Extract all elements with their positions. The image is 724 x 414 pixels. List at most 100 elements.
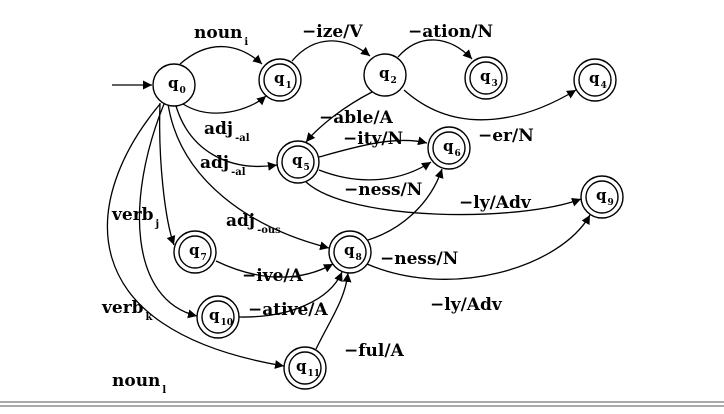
state-subscript: 2: [391, 76, 397, 86]
transition-label: noun l: [112, 371, 166, 396]
label-main: −ful/A: [344, 341, 405, 361]
transition-q7-q8: [215, 260, 334, 278]
state-q8: q8: [328, 230, 372, 274]
transition-q8-q9: [366, 214, 591, 280]
label-main: adj: [204, 119, 233, 139]
state-subscript: 4: [601, 81, 607, 91]
accept-ring: [585, 180, 619, 214]
transition-q0-q7: [159, 102, 176, 246]
transition-label: −ness/N: [344, 180, 422, 200]
state-subscript: 0: [180, 86, 186, 96]
state-subscript: 3: [492, 79, 498, 89]
label-subscript: -al: [231, 167, 246, 178]
state-letter: q: [274, 69, 285, 87]
transition-label: adj -ous: [226, 211, 281, 236]
label-main: −ative/A: [248, 300, 328, 320]
state-label: q3: [480, 67, 498, 89]
state-label: q11: [296, 357, 320, 379]
state-label: q8: [344, 241, 362, 263]
transition-label: −ful/A: [344, 341, 405, 361]
label-main: adj: [200, 153, 229, 173]
transition-q0-q5: [175, 105, 278, 171]
label-subscript: -al: [235, 133, 250, 144]
accept-ring: [288, 351, 322, 385]
transition-label: −ly/Adv: [430, 295, 503, 315]
state-letter: q: [443, 137, 454, 155]
state-letter: q: [379, 64, 390, 82]
state-subscript: 1: [286, 81, 292, 91]
transition-label: adj -al: [204, 119, 250, 144]
label-subscript: -ous: [257, 225, 281, 236]
state-q4: q4: [573, 58, 617, 102]
accept-ring: [281, 145, 315, 179]
transition-q2-q3: [397, 39, 473, 60]
transition-q11-q8: [315, 272, 352, 350]
state-subscript: 9: [608, 198, 614, 208]
state-letter: q: [209, 306, 220, 324]
state-label: q9: [596, 186, 614, 208]
transition-label: −ative/A: [248, 300, 328, 320]
transition-q0-q8: [167, 103, 330, 251]
transitions-layer: [106, 39, 591, 369]
label-main: −ly/Adv: [459, 193, 532, 213]
state-q5: q5: [276, 140, 320, 184]
accept-ring: [333, 235, 367, 269]
label-main: −ize/V: [302, 22, 363, 42]
transition-label: −ity/N: [343, 129, 403, 149]
label-main: −ly/Adv: [430, 295, 503, 315]
state-label: q10: [209, 306, 233, 328]
transition-label: −ation/N: [408, 22, 493, 42]
transition-label: −ive/A: [242, 266, 304, 286]
accept-ring: [263, 63, 297, 97]
label-main: −ness/N: [344, 180, 422, 200]
label-main: adj: [226, 211, 255, 231]
state-subscript: 11: [308, 369, 321, 379]
transition-label: verb k: [101, 298, 154, 323]
label-main: −er/N: [478, 126, 534, 146]
state-q2: q2: [363, 53, 407, 97]
state-q1: q1: [258, 58, 302, 102]
state-label: q0: [168, 74, 186, 96]
transition-q0-q10: [138, 103, 198, 319]
transition-q1-q2: [291, 40, 371, 62]
label-main: verb: [111, 205, 154, 225]
state-q11: q11: [283, 346, 327, 390]
accept-ring: [178, 235, 212, 269]
state-letter: q: [596, 186, 607, 204]
state-q7: q7: [173, 230, 217, 274]
accept-ring: [201, 300, 235, 334]
state-letter: q: [292, 151, 303, 169]
accept-ring: [578, 63, 612, 97]
transition-q0-q11: [106, 103, 285, 369]
label-subscript: i: [244, 37, 248, 48]
state-letter: q: [168, 74, 179, 92]
state-q6: q6: [427, 126, 471, 170]
label-subscript: k: [146, 312, 154, 323]
transition-label: adj -al: [200, 153, 246, 178]
transition-q0-q1: [182, 95, 267, 114]
state-q9: q9: [580, 175, 624, 219]
state-letter: q: [589, 69, 600, 87]
state-q3: q3: [464, 56, 508, 100]
transition-label: −er/N: [478, 126, 534, 146]
state-letter: q: [296, 357, 307, 375]
label-main: −ity/N: [343, 129, 403, 149]
state-q0: q0: [152, 63, 196, 107]
state-subscript: 8: [356, 253, 362, 263]
state-label: q2: [379, 64, 397, 86]
state-circle: [363, 53, 407, 97]
label-main: noun: [194, 23, 242, 43]
state-subscript: 10: [221, 318, 234, 328]
state-subscript: 7: [201, 253, 207, 263]
label-main: −ive/A: [242, 266, 304, 286]
label-subscript: j: [155, 219, 160, 230]
label-main: verb: [101, 298, 144, 318]
label-main: −ness/N: [380, 249, 458, 269]
transition-q5-q6: [318, 161, 432, 181]
label-main: −ation/N: [408, 22, 493, 42]
transition-q2-q5: [305, 91, 373, 143]
transition-q0-q1: [179, 45, 263, 65]
